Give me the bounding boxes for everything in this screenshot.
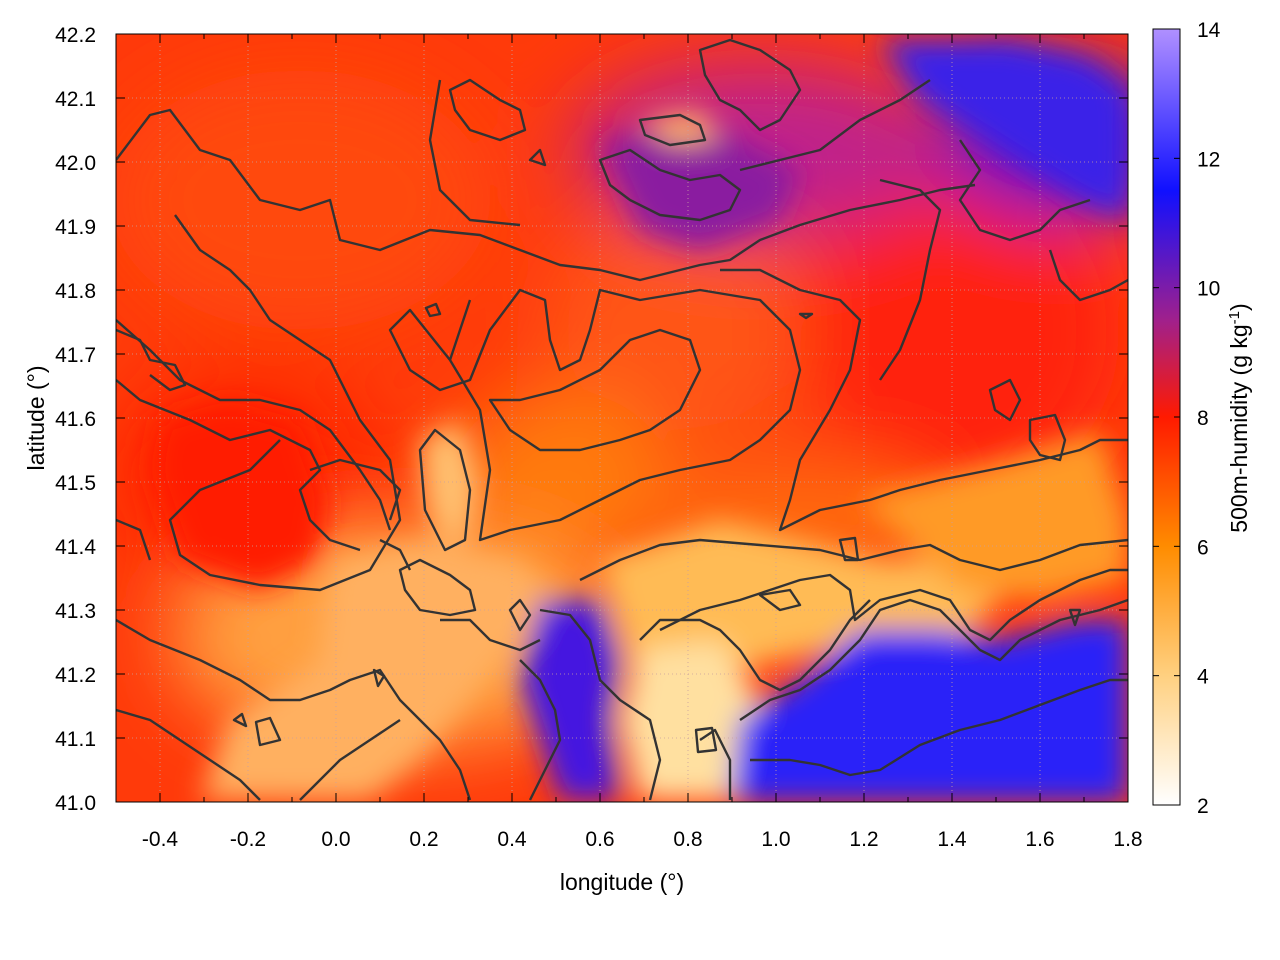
contour-line [388,288,802,542]
y-tick-label: 41.2 [55,664,96,687]
contour-line [116,618,472,801]
x-tick-label: -0.2 [230,828,266,851]
contour-line [448,299,472,361]
contour-line [488,328,702,452]
contour-line [1028,413,1067,462]
contour-line [638,113,707,147]
y-tick-label: 41.5 [55,472,96,495]
contour-line [698,38,802,132]
colorbar-tick-label: 10 [1197,278,1220,301]
colorbar-tick-label: 2 [1197,795,1209,818]
contour-line [758,588,802,612]
contour-line [116,328,187,392]
x-tick-label: 0.4 [497,828,527,851]
contour-line [838,536,860,562]
contour-line [116,708,261,801]
contour-line [428,79,521,227]
y-tick-label: 41.0 [55,792,96,815]
x-tick-label: 0.8 [673,828,702,851]
humidity-contours [116,38,1128,801]
contour-line [116,518,152,561]
contour-line [309,458,402,521]
x-tick-label: 1.4 [937,828,967,851]
contour-line [448,78,527,142]
contour-line [720,268,1128,532]
y-axis-title: latitude (°) [23,365,49,470]
contour-line [750,678,1128,777]
x-tick-label: 1.8 [1113,828,1142,851]
contour-line [372,668,386,688]
y-tick-label: 41.7 [55,344,96,367]
y-tick-label: 42.0 [55,152,96,175]
contour-line [508,598,532,632]
colorbar-tick-label: 4 [1197,666,1209,689]
colorbar-title: 500m-humidity (g kg-1) [1226,303,1252,532]
contour-line [659,568,1128,642]
contour-line [299,719,401,801]
y-tick-label: 42.2 [55,24,96,47]
x-tick-label: 1.0 [761,828,790,851]
contour-line [539,608,662,801]
contour-line [579,538,1128,582]
contour-line [116,319,392,531]
y-tick-label: 41.4 [55,536,96,559]
contour-line [440,618,541,652]
contour-line [116,108,976,282]
colorbar-tick-label: 14 [1197,19,1221,42]
y-tick-label: 42.1 [55,88,96,111]
y-tick-label: 41.6 [55,408,96,431]
x-axis-title: longitude (°) [560,869,684,895]
y-axis: 41.0 41.1 41.2 41.3 41.4 41.5 41.6 41.7 41.8 41.9… [55,24,1128,815]
contour-line [699,728,732,800]
contour-line [116,379,361,552]
y-tick-label: 41.8 [55,280,96,303]
contour-line [639,599,871,692]
x-tick-label: 0.2 [409,828,438,851]
contour-line [879,178,942,381]
y-tick-label: 41.1 [55,728,96,751]
contour-line [694,726,718,754]
contour-line [398,558,477,617]
y-tick-label: 41.3 [55,600,96,623]
colorbar: 2 4 6 8 10 12 14 500m-humidity (g kg-1) [1152,19,1252,818]
contour-line [424,302,442,318]
contour-line [958,139,1091,242]
contour-line [254,716,282,747]
contour-line [1048,249,1128,302]
contour-line [519,659,562,801]
contour-line [528,148,547,167]
x-tick-label: -0.4 [142,828,179,851]
contour-line [988,378,1022,422]
contour-line [739,598,1128,721]
x-tick-label: 1.6 [1025,828,1054,851]
contour-line [168,214,402,592]
contour-line [739,79,931,172]
x-tick-label: 1.2 [849,828,878,851]
colorbar-tick-label: 12 [1197,148,1220,171]
contour-line [418,428,472,552]
y-tick-label: 41.9 [55,216,96,239]
contour-line [798,312,814,320]
contour-line [598,148,742,222]
colorbar-tick-label: 6 [1197,536,1209,559]
contour-line [1068,608,1082,627]
contour-line [232,712,248,728]
colorbar-tick-label: 8 [1197,407,1209,430]
x-tick-label: 0.0 [321,828,350,851]
colorbar-ticks: 2 4 6 8 10 12 14 [1153,19,1221,818]
x-axis: -0.4 -0.2 0.0 0.2 0.4 0.6 0.8 1.0 1.2 1.4 1.6 1.8 [115,34,1143,851]
contour-line [379,538,412,571]
x-tick-label: 0.6 [585,828,614,851]
